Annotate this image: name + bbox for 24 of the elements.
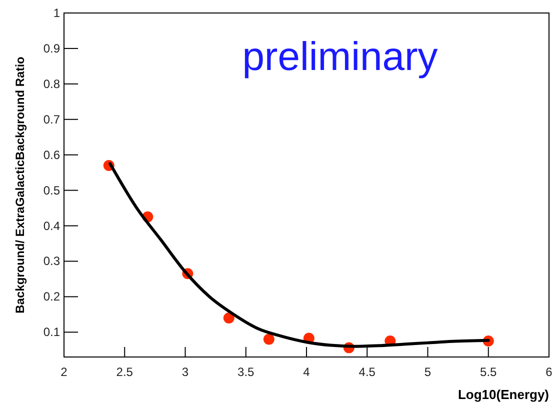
annotation: preliminary (242, 35, 438, 79)
y-tick-label: 0.2 (43, 290, 60, 304)
x-tick-label: 3.5 (238, 365, 255, 379)
y-axis-title: Background/ ExtraGalacticBackground Ratio (13, 56, 27, 314)
y-tick-label: 0.5 (43, 183, 60, 198)
x-tick-label: 4 (303, 365, 310, 379)
x-tick-label: 2.5 (116, 365, 134, 379)
x-tick-label: 3 (182, 365, 189, 379)
y-tick-label: 0.9 (43, 41, 60, 56)
x-tick-label: 6 (546, 365, 553, 379)
x-tick-label: 4.5 (358, 365, 376, 379)
x-tick-label: 2 (60, 365, 68, 379)
y-tick-label: 0.1 (43, 325, 60, 340)
y-tick-label: 1 (53, 6, 60, 20)
y-tick-label: 0.4 (43, 218, 60, 233)
point (263, 334, 274, 345)
y-tick-label: 0.7 (43, 112, 60, 126)
y-tick-label: 0.3 (43, 254, 60, 268)
x-axis-title: Log10(Energy) (458, 387, 549, 402)
y-tick-label: 0.8 (43, 76, 60, 91)
x-tick-label: 5 (424, 365, 432, 379)
y-tick-label: 0.6 (43, 148, 60, 162)
point (223, 312, 234, 324)
x-tick-label: 5.5 (480, 365, 498, 379)
